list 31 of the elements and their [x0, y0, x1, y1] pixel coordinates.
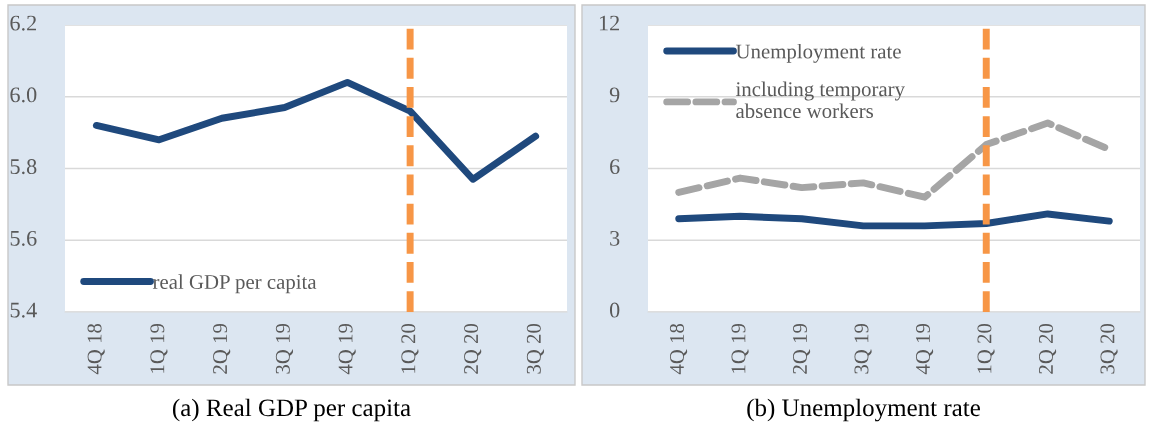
- y-tick-label: 6.0: [10, 87, 37, 103]
- y-tick-label: 3: [610, 230, 620, 246]
- x-tick-label: 1Q 19: [150, 323, 168, 373]
- x-tick-label: 4Q 18: [87, 323, 105, 375]
- y-tick-label: 6.2: [10, 15, 36, 31]
- x-tick-label: 1Q 20: [977, 323, 995, 373]
- x-tick-label: 1Q 19: [731, 323, 749, 373]
- x-tick-label: 2Q 20: [464, 323, 482, 374]
- x-tick-label: 2Q 19: [792, 323, 811, 374]
- x-tick-label: 4Q 19: [915, 323, 934, 375]
- x-tick-label: 2Q 20: [1038, 323, 1057, 374]
- y-tick-label: 9: [609, 87, 620, 103]
- x-tick-label: 3Q 20: [1100, 323, 1118, 374]
- y-tick-label: 5.6: [10, 230, 37, 246]
- y-tick-label: 5.4: [10, 302, 37, 318]
- x-tick-label: 3Q 19: [275, 323, 294, 374]
- legend-label: Unemployment rate: [735, 43, 901, 63]
- x-tick-label: 3Q 19: [854, 323, 872, 374]
- y-tick-label: 6: [610, 159, 620, 175]
- y-tick-label: 12: [599, 15, 619, 31]
- legend-label: including temporary absence workers: [735, 81, 905, 119]
- x-tick-label: 2Q 19: [213, 323, 231, 374]
- y-tick-label: 5.8: [10, 159, 37, 175]
- x-tick-label: 1Q 20: [401, 323, 419, 373]
- x-tick-label: 3Q 20: [526, 323, 545, 374]
- legend-label: real GDP per capita: [152, 274, 317, 294]
- y-tick-label: 0: [609, 302, 620, 318]
- text: (a) Real GDP per capita: [172, 398, 411, 422]
- x-tick-label: 4Q 19: [338, 323, 356, 375]
- x-tick-label: 4Q 18: [669, 323, 688, 375]
- text: (b) Unemployment rate: [747, 398, 980, 422]
